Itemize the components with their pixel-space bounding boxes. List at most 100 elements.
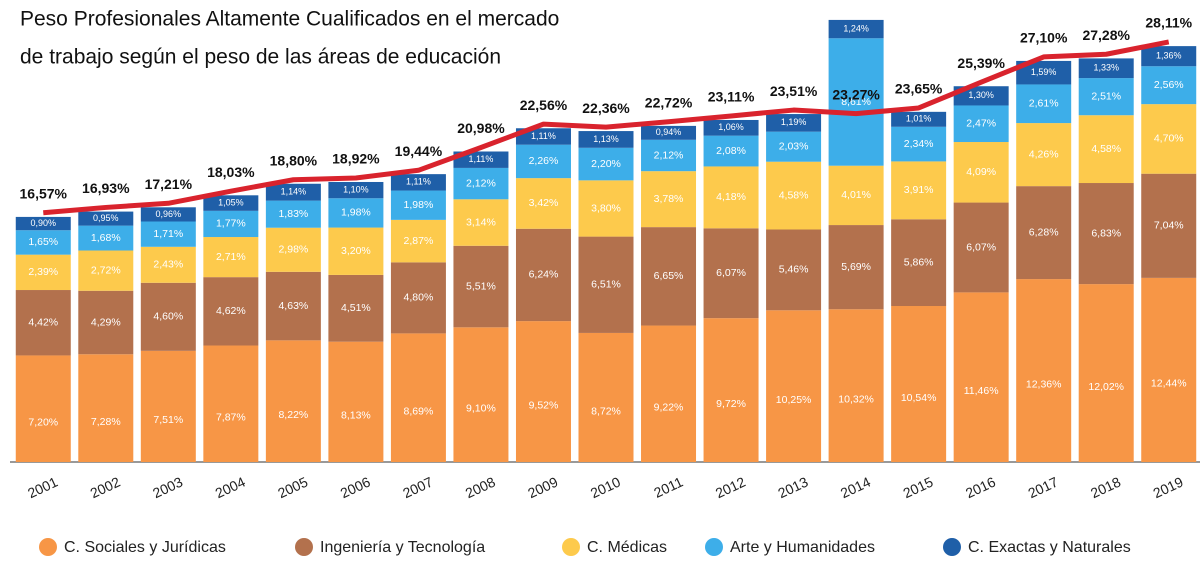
bar-segment [953,105,1009,143]
segment-label: 6,07% [716,267,746,279]
segment-label: 9,72% [716,398,746,410]
bar-segment [140,350,196,462]
bar-segment [15,290,71,356]
segment-label: 2,26% [529,155,559,167]
bar-segment [265,340,321,462]
legend-label: C. Médicas [587,539,667,556]
x-tick-label: 2012 [713,473,748,501]
bar-segment [703,318,759,462]
bar-segment [515,228,571,322]
segment-label: 2,39% [28,266,58,278]
segment-label: 1,98% [341,207,371,219]
segment-label: 1,83% [278,208,308,220]
segment-label: 1,77% [216,218,246,230]
segment-label: 5,46% [779,264,809,276]
segment-label: 1,71% [153,228,183,240]
legend-marker [943,538,961,556]
segment-label: 2,56% [1154,79,1184,91]
bar-segment [515,144,571,179]
total-label: 23,51% [770,83,818,99]
bar-segment [78,225,134,251]
bar-segment [766,161,822,230]
total-label: 16,93% [82,180,130,196]
x-tick-label: 2009 [525,473,560,501]
bar-segment [328,227,384,275]
segment-label: 1,11% [469,154,494,164]
total-label: 25,39% [957,55,1005,71]
segment-label: 2,20% [591,158,621,170]
bar-segment [1016,123,1072,187]
segment-label: 10,32% [838,393,874,405]
bar-segment [953,202,1009,293]
x-tick-label: 2003 [150,473,185,501]
segment-label: 1,68% [91,232,121,244]
bar-segment [1141,66,1197,105]
segment-label: 1,13% [593,134,619,144]
legend-label: Ingeniería y Tecnología [320,539,485,556]
bar-segment [328,341,384,462]
segment-label: 5,51% [466,280,496,292]
segment-label: 4,26% [1029,148,1059,160]
segment-label: 9,52% [529,399,559,411]
x-tick-label: 2006 [338,473,373,501]
segment-label: 2,72% [91,264,121,276]
segment-label: 2,51% [1091,90,1121,102]
bar-segment [1016,279,1072,462]
bar-segment [140,207,196,222]
bar-segment [15,216,71,231]
segment-label: 10,54% [901,392,937,404]
total-label: 20,98% [457,120,505,136]
segment-label: 3,14% [466,216,496,228]
segment-label: 2,71% [216,251,246,263]
bar-segment [140,282,196,351]
segment-label: 4,18% [716,191,746,203]
x-tick-label: 2019 [1151,473,1186,501]
total-label: 27,10% [1020,30,1068,46]
segment-label: 5,69% [841,261,871,273]
segment-label: 3,42% [529,197,559,209]
segment-label: 6,07% [966,241,996,253]
legend-label: Arte y Humanidades [730,539,875,556]
bar-segment [766,229,822,311]
bar-segment [1078,183,1134,285]
segment-label: 3,20% [341,245,371,257]
segment-label: 12,36% [1026,378,1062,390]
segment-label: 2,43% [153,259,183,271]
bar-segment [578,332,634,462]
segment-label: 6,51% [591,279,621,291]
segment-label: 1,11% [406,177,431,187]
bar-segment [453,327,509,462]
bar-segment [265,227,321,272]
bar-segment [578,180,634,237]
total-label: 19,44% [395,143,443,159]
total-label: 22,36% [582,100,630,116]
segment-label: 4,58% [779,189,809,201]
bar-segment [15,355,71,462]
bar-segment [641,227,697,326]
x-tick-label: 2002 [88,473,123,501]
x-tick-label: 2008 [463,473,498,501]
total-label: 22,56% [520,97,568,113]
total-label: 18,80% [270,152,318,168]
segment-label: 6,65% [654,270,684,282]
bar-segment [515,128,571,145]
x-tick-label: 2018 [1088,473,1123,501]
bar-segment [641,139,697,172]
segment-label: 1,11% [531,131,556,141]
total-label: 23,11% [708,89,755,105]
legend-label: C. Exactas y Naturales [968,539,1131,556]
segment-label: 3,91% [904,184,934,196]
bar-segment [891,161,947,220]
bar-segment [828,165,884,226]
bar-segment [140,221,196,247]
segment-label: 1,14% [281,187,307,197]
bar-segment [1078,78,1134,116]
bar-segment [203,237,259,278]
segment-label: 3,80% [591,202,621,214]
bar-segment [78,354,134,462]
bar-segment [703,228,759,319]
x-tick-label: 2014 [838,473,873,501]
segment-label: 7,28% [91,416,121,428]
segment-label: 0,90% [30,218,56,228]
bar-segment [1141,277,1197,462]
